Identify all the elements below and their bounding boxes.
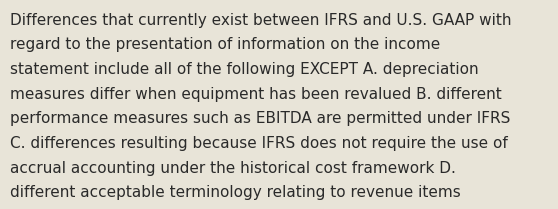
Text: measures differ when equipment has been revalued B. different: measures differ when equipment has been … [10, 87, 502, 102]
Text: Differences that currently exist between IFRS and U.S. GAAP with: Differences that currently exist between… [10, 13, 512, 28]
Text: different acceptable terminology relating to revenue items: different acceptable terminology relatin… [10, 185, 461, 200]
Text: accrual accounting under the historical cost framework D.: accrual accounting under the historical … [10, 161, 456, 176]
Text: regard to the presentation of information on the income: regard to the presentation of informatio… [10, 37, 440, 52]
Text: statement include all of the following EXCEPT A. depreciation: statement include all of the following E… [10, 62, 479, 77]
Text: C. differences resulting because IFRS does not require the use of: C. differences resulting because IFRS do… [10, 136, 508, 151]
Text: performance measures such as EBITDA are permitted under IFRS: performance measures such as EBITDA are … [10, 111, 511, 126]
